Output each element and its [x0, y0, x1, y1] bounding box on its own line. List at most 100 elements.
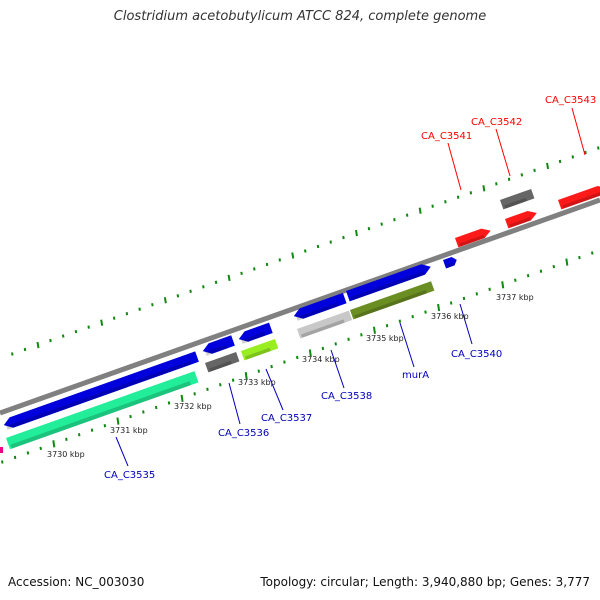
- outer-minor-tick: [125, 312, 129, 316]
- gene-mura-blue-shade: [350, 270, 426, 301]
- outer-minor-tick: [176, 294, 180, 298]
- gene-ca-c3541-shade: [459, 234, 485, 247]
- leader-line: [115, 436, 129, 467]
- inner-minor-tick: [26, 451, 30, 455]
- leader-line: [447, 142, 462, 191]
- gene-ca-c3540-blue: [443, 256, 457, 269]
- outer-minor-tick: [316, 244, 320, 249]
- gene-mura-cds-shade: [354, 290, 427, 319]
- inner-minor-tick: [65, 437, 68, 441]
- scale-label: 3734 kbp: [302, 355, 340, 364]
- gene-label: CA_C3538: [321, 391, 372, 402]
- outer-minor-tick: [112, 316, 116, 320]
- gene-ca-c3541: [455, 228, 491, 248]
- outer-minor-tick: [240, 271, 243, 276]
- gene-ca-c3538-cds: [297, 310, 353, 339]
- outer-major-tick: [227, 274, 231, 282]
- outer-minor-tick: [431, 204, 434, 208]
- outer-minor-tick: [87, 325, 90, 329]
- inner-minor-tick: [488, 287, 491, 292]
- inner-minor-tick: [206, 387, 209, 391]
- outer-minor-tick: [304, 249, 307, 253]
- outer-major-tick: [36, 341, 40, 349]
- gene-label: CA_C3535: [104, 470, 155, 481]
- gene-label: murA: [402, 370, 429, 381]
- inner-minor-tick: [385, 324, 389, 328]
- inner-minor-tick: [347, 337, 350, 341]
- inner-minor-tick: [219, 383, 222, 387]
- gene-label: CA_C3536: [218, 428, 269, 439]
- scale-label: 3730 kbp: [47, 450, 85, 459]
- gene-label: CA_C3543: [545, 95, 596, 106]
- inner-minor-tick: [462, 296, 466, 301]
- gene-label: CA_C3541: [421, 131, 472, 142]
- gene-mura-blue: [346, 264, 431, 302]
- outer-minor-tick: [342, 235, 345, 240]
- leader-line: [459, 303, 473, 345]
- gene-ca-c3543-shade: [562, 192, 600, 209]
- label-leader-lines: [115, 107, 586, 467]
- scale-label: 3735 kbp: [366, 334, 404, 343]
- gene-ca-c3537-blue-shade: [241, 332, 266, 344]
- outer-minor-tick: [558, 159, 562, 164]
- outer-minor-tick: [444, 200, 447, 204]
- map-title: Clostridium acetobutylicum ATCC 824, com…: [113, 9, 487, 24]
- outer-major-tick: [163, 297, 167, 304]
- inner-major-tick: [180, 394, 184, 403]
- inner-minor-tick: [552, 264, 556, 269]
- outer-major-tick: [546, 162, 550, 170]
- scale-label: 3732 kbp: [174, 402, 212, 411]
- gene-ca-c3535-cds: [6, 371, 199, 450]
- scale-labels: 3730 kbp 3731 kbp 3732 kbp 3733 kbp 3734 kbp…: [47, 293, 534, 459]
- inner-minor-tick: [257, 369, 261, 373]
- outer-minor-tick: [405, 213, 409, 217]
- outer-dotted-ring: [11, 146, 600, 356]
- outer-minor-tick: [138, 307, 141, 311]
- gene-ca-c3542-shade: [509, 217, 531, 228]
- outer-minor-tick: [456, 195, 460, 199]
- inner-minor-tick: [591, 251, 594, 255]
- gene-ca-c3538-blue-shade: [296, 302, 340, 321]
- gene-features: [0, 185, 600, 453]
- gene-ca-c3536-cds: [205, 351, 240, 373]
- inner-minor-tick: [270, 364, 273, 369]
- backbone-line: [0, 197, 600, 416]
- gene-ca-c3536-blue-shade: [205, 344, 228, 356]
- outer-major-tick: [482, 185, 486, 192]
- outer-minor-tick: [380, 222, 383, 226]
- outer-minor-tick: [507, 177, 511, 182]
- inner-minor-tick: [39, 446, 42, 451]
- gene-label: CA_C3540: [451, 349, 502, 360]
- gene-labels: CA_C3535 CA_C3536 CA_C3537 CA_C3538 murA CA_C…: [104, 95, 596, 481]
- gene-ca-c3538-cds-shade: [301, 319, 345, 338]
- inner-major-tick: [372, 326, 376, 334]
- inner-minor-tick: [1, 460, 4, 464]
- outer-minor-tick: [367, 226, 371, 231]
- outer-major-tick: [354, 229, 358, 237]
- outer-minor-tick: [584, 150, 587, 155]
- outer-minor-tick: [151, 303, 154, 307]
- outer-minor-tick: [74, 329, 78, 334]
- gene-ca-c3535-cds-shade: [10, 381, 191, 449]
- inner-major-tick: [52, 440, 56, 448]
- leader-line: [330, 349, 345, 389]
- inner-minor-tick: [578, 255, 581, 260]
- inner-minor-tick: [13, 455, 17, 460]
- inner-minor-tick: [514, 278, 517, 282]
- inner-major-tick: [565, 258, 569, 266]
- inner-minor-tick: [283, 360, 286, 364]
- outer-major-tick: [291, 252, 295, 259]
- outer-major-tick: [418, 207, 422, 214]
- gene-ca-c3540-blue-shade: [446, 262, 455, 268]
- outer-minor-tick: [189, 289, 192, 293]
- inner-minor-tick: [526, 274, 530, 278]
- outer-minor-tick: [265, 262, 269, 267]
- inner-minor-tick: [167, 401, 171, 405]
- outer-minor-tick: [23, 347, 27, 352]
- inner-minor-tick: [142, 410, 145, 414]
- gene-ca-c3537-cds-shade: [245, 347, 271, 360]
- scale-label: 3733 kbp: [238, 378, 276, 387]
- leader-line: [265, 368, 284, 411]
- accession-text: Accession: NC_003030: [8, 575, 145, 589]
